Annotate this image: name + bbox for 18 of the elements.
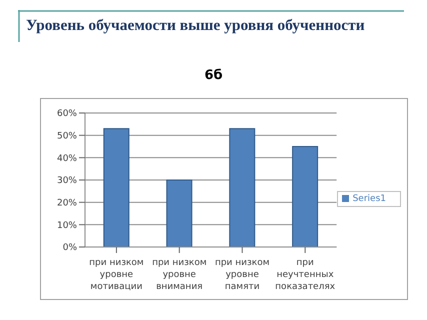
x-tick-label: при неучтенных показателях (275, 258, 336, 292)
y-tick-label: 60% (56, 109, 78, 120)
chart-subtitle: 6б (203, 68, 224, 83)
y-tick-label: 40% (56, 154, 78, 164)
bar (166, 180, 192, 247)
x-tick-label: при низком уровне мотивации (89, 258, 144, 292)
y-tick-label: 0% (62, 243, 78, 254)
bar (292, 146, 318, 247)
y-tick-label: 30% (56, 176, 78, 186)
x-tick-label: при низком уровне внимания (152, 258, 207, 292)
y-tick-label: 10% (56, 220, 78, 231)
bar (229, 128, 256, 247)
legend-label: Series1 (352, 194, 386, 204)
y-tick-label: 20% (56, 198, 78, 209)
bar (103, 128, 130, 247)
x-tick-label: при низком уровне памяти (214, 258, 270, 292)
chart-title: Уровень обучаемости выше уровня обученности (26, 17, 365, 35)
y-tick-label: 50% (56, 132, 78, 142)
